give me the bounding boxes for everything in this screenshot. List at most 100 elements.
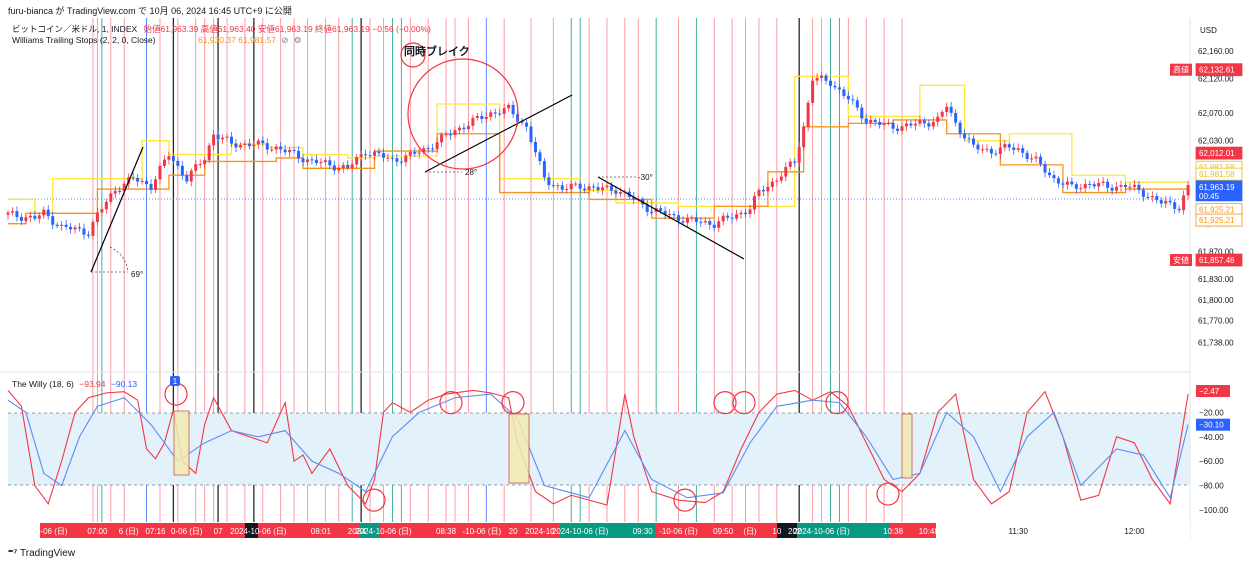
candle-154 [694, 213, 698, 226]
time-label-14: 2024-10-06 (日) [552, 527, 609, 536]
candle-body [1088, 183, 1092, 185]
candle-227 [1021, 144, 1025, 158]
candle-220 [989, 146, 993, 159]
price-badge-text: 62,132.61 [1199, 66, 1235, 75]
candle-body [1074, 184, 1078, 189]
candle-body [896, 128, 900, 131]
candle-103 [466, 121, 470, 133]
candle-body [797, 147, 801, 163]
candle-body [860, 107, 864, 119]
candle-131 [592, 183, 596, 192]
candle-144 [650, 207, 654, 215]
candle-19 [91, 219, 95, 241]
candle-body [1021, 148, 1025, 153]
candle-157 [708, 218, 712, 230]
price-badge-tag-bg [1170, 254, 1192, 267]
highlight-box-2 [508, 413, 530, 484]
candle-body [556, 185, 560, 187]
price-axis[interactable]: USD 62,160.00 62,120.00 62,070.00 62,030.00 6… [1170, 26, 1243, 348]
candle-body [904, 123, 908, 127]
candle-body [37, 215, 41, 219]
oscillator-marker-badge[interactable] [170, 376, 180, 386]
oscillator-name[interactable]: The Willy (18, 6) [12, 379, 74, 389]
candle-237 [1065, 176, 1069, 190]
price-badge-text: 61,981.58 [1199, 170, 1235, 179]
candle-body [288, 149, 292, 153]
candle-body [118, 190, 122, 192]
candle-body [350, 164, 354, 168]
candle-body [663, 210, 667, 215]
candle-176 [793, 158, 797, 168]
osc-tick-4: −60.00 [1199, 457, 1224, 466]
candle-body [1025, 152, 1029, 159]
candle-body [28, 215, 32, 218]
candle-body [1128, 186, 1132, 188]
candle-body [346, 164, 350, 168]
candle-body [1056, 178, 1060, 184]
candle-body [265, 143, 269, 150]
candle-body [511, 104, 515, 115]
candle-body [1124, 184, 1127, 188]
candle-body [426, 148, 430, 150]
candle-body [158, 166, 162, 180]
oscillator-legend[interactable]: The Willy (18, 6) −93.94 −90.13 [12, 379, 137, 389]
candle-body [1101, 181, 1105, 184]
tradingview-brand[interactable]: ⁼⁷ TradingView [8, 548, 75, 559]
candle-body [967, 138, 971, 140]
settings-icon[interactable]: ⚙ [293, 35, 302, 45]
candle-body [690, 217, 694, 219]
candle-223 [1003, 140, 1007, 152]
candle-9 [46, 204, 50, 221]
candle-body [1092, 184, 1096, 187]
candle-body [256, 140, 260, 145]
time-axis[interactable]: 2024-10-06 (日) 07:00 6 (日) 07:16 0-06 (日) 07 2… [0, 522, 1190, 540]
candle-185 [833, 81, 837, 90]
candle-body [171, 156, 175, 162]
candle-body [462, 127, 466, 130]
indicator-name[interactable]: Williams Trailing Stops (2, 2, 0, Close) [12, 35, 156, 45]
candle-245 [1101, 177, 1105, 187]
candle-body [802, 126, 806, 148]
candle-181 [815, 73, 819, 86]
candle-59 [270, 145, 274, 153]
time-label-10: 08:38 [436, 527, 457, 536]
time-label-9: 2024-10-06 (日) [355, 527, 412, 536]
candle-236 [1061, 179, 1065, 189]
candle-33 [154, 175, 158, 194]
candle-body [775, 180, 779, 182]
time-label-23: 10:48 [919, 527, 940, 536]
indicator-legend[interactable]: Williams Trailing Stops (2, 2, 0, Close)… [12, 35, 301, 46]
candle-251 [1128, 182, 1132, 192]
symbol-name[interactable]: ビットコイン／米ドル, 1, INDEX [12, 24, 138, 34]
eye-icon[interactable]: ⊘ [281, 35, 289, 45]
annotation-angle-minus-30: -30° [638, 173, 653, 182]
candle-body [185, 175, 189, 182]
candle-body [820, 75, 824, 78]
candle-body [297, 150, 301, 159]
candle-133 [601, 182, 605, 195]
candle-body [650, 211, 654, 213]
candle-264 [1186, 180, 1190, 200]
candle-body [949, 106, 953, 113]
candle-body [945, 106, 949, 112]
candle-127 [574, 181, 578, 187]
time-label-6: 2024-10-06 (日) [230, 527, 287, 536]
symbol-legend[interactable]: ビットコイン／米ドル, 1, INDEX 始値61,963.39 高値61,96… [12, 23, 431, 35]
candle-body [51, 216, 55, 225]
candle-body [431, 148, 435, 150]
candle-body [64, 224, 68, 227]
candle-body [33, 215, 37, 219]
price-badge-text: 61,857.46 [1199, 256, 1235, 265]
candle-body [440, 134, 444, 143]
candle-117 [529, 122, 533, 145]
candle-body [189, 170, 193, 182]
candle-189 [851, 94, 855, 105]
tradingview-logo-icon: ⁼⁷ [8, 548, 18, 559]
candle-67 [305, 156, 309, 166]
time-label-1: 07:00 [87, 527, 108, 536]
candle-body [95, 212, 99, 222]
candle-75 [341, 162, 345, 173]
oscillator-axis[interactable]: −2.47 −20.00 −30.10 −40.00 −60.00 −80.00 −100.… [1196, 385, 1230, 515]
candle-98 [444, 130, 448, 138]
candlesticks [6, 71, 1190, 241]
